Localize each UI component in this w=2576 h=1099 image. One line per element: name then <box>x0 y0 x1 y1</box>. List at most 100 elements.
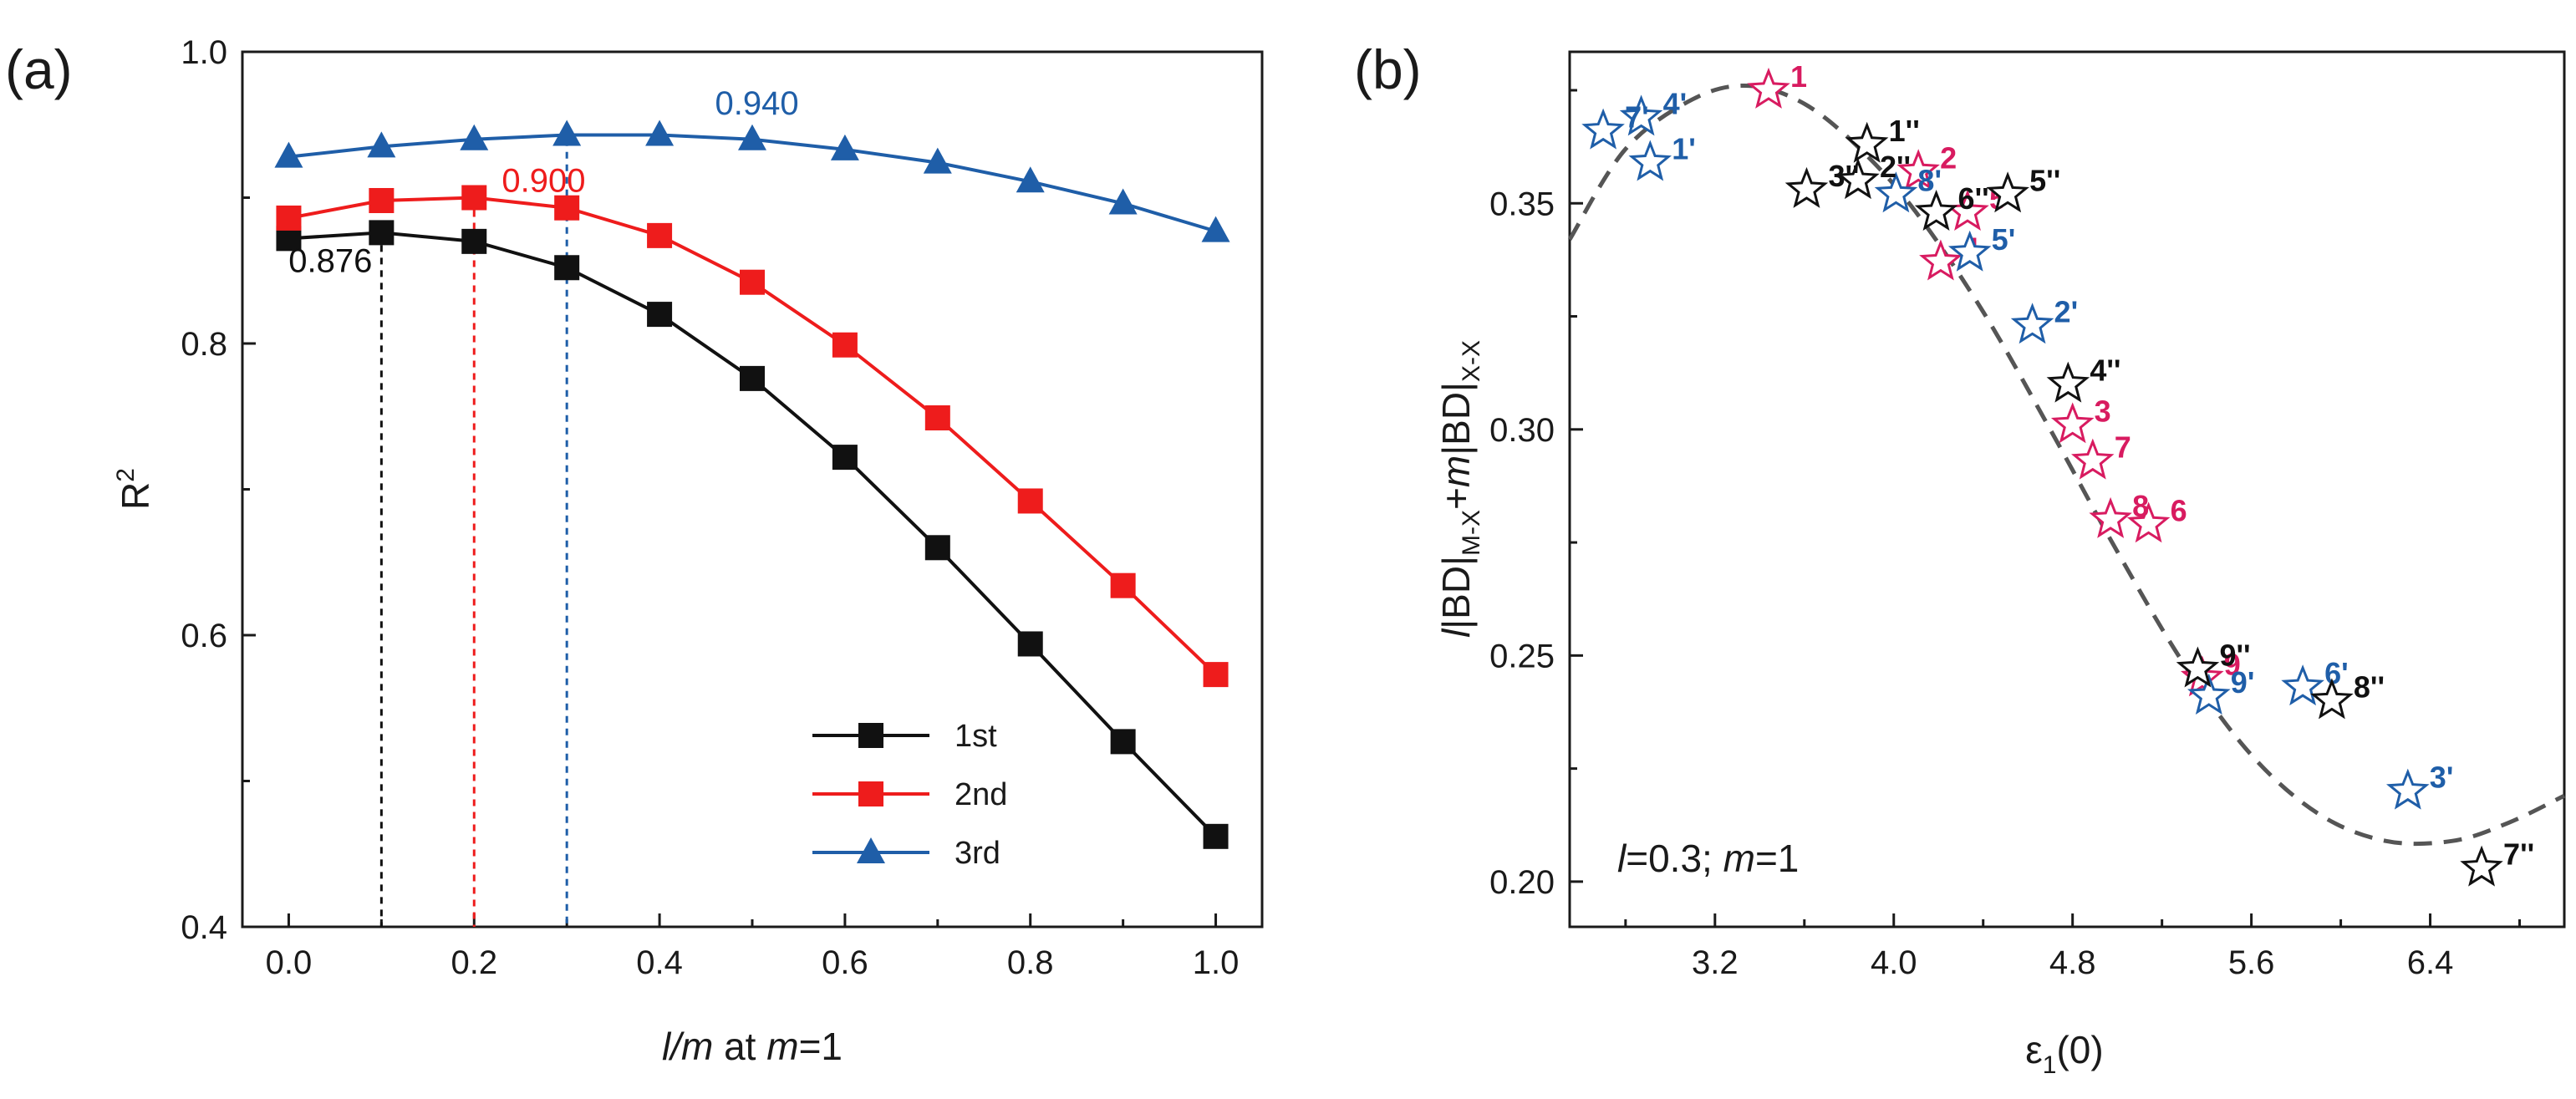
fit-curve-b <box>1567 83 2566 847</box>
x-tick-label-b: 3.2 <box>1692 944 1739 981</box>
star-marker <box>2386 768 2430 810</box>
marker-2nd <box>1203 662 1229 688</box>
star-marker <box>1947 230 1992 272</box>
star-marker <box>1581 108 1625 150</box>
marker-1st <box>1017 631 1043 657</box>
star-marker <box>2050 402 2095 444</box>
star-label: 9' <box>2231 665 2255 700</box>
marker-3rd <box>738 124 766 150</box>
star-marker <box>2046 361 2090 403</box>
x-axis-title-a: l/m at m=1 <box>662 1025 843 1068</box>
marker-1st <box>924 535 950 561</box>
marker-3rd <box>830 134 859 160</box>
marker-3rd <box>1016 166 1045 193</box>
star-marker <box>1784 166 1829 208</box>
x-tick-label-b: 5.6 <box>2228 944 2275 981</box>
value-annotation: 0.900 <box>501 163 585 200</box>
marker-3rd <box>1108 188 1138 215</box>
marker-3rd <box>460 124 489 150</box>
marker-3rd <box>274 141 303 168</box>
marker-2nd <box>461 185 487 211</box>
marker-1st <box>740 365 765 391</box>
legend-label-2nd: 2nd <box>955 777 1007 812</box>
marker-1st <box>554 255 580 281</box>
star-marker <box>1896 149 1940 191</box>
marker-1st <box>1203 823 1229 849</box>
marker-3rd <box>552 120 582 146</box>
marker-1st <box>369 220 395 246</box>
marker-2nd <box>554 195 580 221</box>
star-marker <box>1845 121 1889 163</box>
legend-marker-1st <box>858 723 883 748</box>
x-tick-label-a: 0.0 <box>266 944 313 981</box>
panel-a-chart: (a) 0.0 0.2 0.4 0.6 0.8 1.0 0.4 0.6 0.8 1.0 0.876… <box>5 34 1264 1068</box>
star-label: 6 <box>2171 493 2187 527</box>
marker-2nd <box>1017 488 1043 514</box>
star-label: 4' <box>1663 86 1688 120</box>
x-tick-label-a: 1.0 <box>1193 944 1240 981</box>
y-tick-label-a: 0.6 <box>181 618 227 654</box>
marker-2nd <box>369 187 395 213</box>
y-tick-label-a: 0.4 <box>181 909 227 946</box>
marker-3rd <box>1201 216 1230 242</box>
star-label: 9'' <box>2219 639 2250 673</box>
star-label: 3 <box>2095 394 2111 428</box>
marker-3rd <box>923 147 952 174</box>
y-tick-label-b: 0.20 <box>1489 864 1555 901</box>
y-axis-title-a-main: R <box>114 482 157 510</box>
star-label: 1' <box>1672 132 1696 166</box>
star-marker <box>2176 646 2220 688</box>
x-tick-label-a: 0.4 <box>636 944 683 981</box>
star-marker <box>1747 67 1790 109</box>
star-label: 3'' <box>1828 159 1859 193</box>
star-label: 5'' <box>2029 163 2060 197</box>
star-marker <box>1914 189 1958 232</box>
star-label: 7' <box>1625 100 1649 135</box>
series-line-1st <box>288 231 1217 838</box>
legend-label-1st: 1st <box>955 719 997 754</box>
x-tick-label-b: 6.4 <box>2407 944 2454 981</box>
star-marker <box>1919 239 1963 281</box>
inset-params-b: l=0.3; m=1 <box>1617 837 1799 880</box>
star-label: 1 <box>1790 59 1807 94</box>
star-marker <box>2460 845 2503 887</box>
legend-a: 1st 2nd 3rd <box>812 719 1007 871</box>
star-marker <box>2071 438 2115 480</box>
star-marker <box>1874 171 1918 213</box>
star-marker <box>2310 678 2354 720</box>
marker-1st <box>647 302 673 328</box>
value-annotation: 0.940 <box>715 85 798 122</box>
marker-2nd <box>647 222 673 248</box>
y-axis-title-a: R2 <box>112 468 157 510</box>
star-label: 7 <box>2115 430 2131 465</box>
y-axis-title-b: l|BD|M-X+m|BD|X-X <box>1434 340 1485 638</box>
star-marker <box>1986 171 2029 213</box>
x-tick-label-b: 4.0 <box>1871 944 1917 981</box>
panel-b-tag: (b) <box>1354 38 1422 100</box>
marker-2nd <box>1110 572 1136 598</box>
star-label: 1'' <box>1889 114 1920 148</box>
panel-a-tag: (a) <box>5 38 73 100</box>
y-axis-title-a-sup: 2 <box>112 468 140 482</box>
star-label: 8' <box>1917 163 1942 197</box>
marker-2nd <box>276 205 302 231</box>
panel-b-chart: (b) 3.2 4.0 4.8 5.6 6.4 0.20 0.25 0.30 0.35 1 2 3 4… <box>1354 38 2566 1079</box>
star-marker <box>2089 496 2132 538</box>
star-label: 9 <box>2224 647 2241 681</box>
star-marker <box>2281 664 2324 706</box>
x-tick-label-b: 4.8 <box>2049 944 2096 981</box>
star-label: 6' <box>2324 656 2349 690</box>
star-marker <box>2187 673 2231 715</box>
marker-1st <box>832 445 858 471</box>
star-marker <box>1619 94 1663 136</box>
star-label: 6'' <box>1958 181 1989 216</box>
star-marker <box>2126 501 2171 543</box>
star-label: 3' <box>2430 761 2454 795</box>
marker-1st <box>1110 729 1136 755</box>
star-label: 5' <box>1992 222 2016 257</box>
legend-label-3rd: 3rd <box>955 836 1000 871</box>
star-marker <box>1628 140 1672 181</box>
legend-marker-2nd <box>858 781 883 806</box>
plot-b-frame <box>1568 50 2566 929</box>
star-marker <box>2010 303 2054 344</box>
